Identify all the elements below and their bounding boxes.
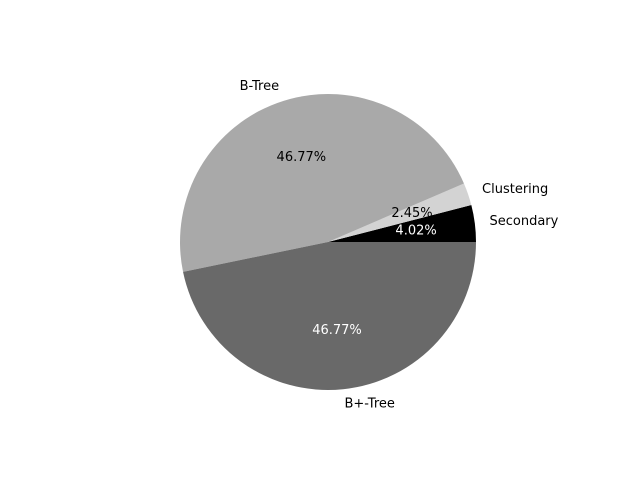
pie-slice-b-tree: [183, 242, 476, 391]
pie-labels: Secondary 4.02% Clustering 2.45% B-Tree 46.77…: [240, 79, 559, 411]
pie-slice-secondary: [328, 205, 476, 242]
pie-value-label-b-tree: 46.77%: [312, 323, 362, 338]
pie-label-b-tree: B-Tree: [240, 79, 280, 94]
pie-value-label-secondary: 4.02%: [395, 223, 436, 238]
pie-label-clustering: Clustering: [482, 182, 548, 197]
pie-slice-b-tree: [179, 93, 464, 272]
pie-slice-clustering: [328, 183, 472, 242]
pie-value-label-b-tree: 46.77%: [277, 150, 327, 165]
pie-label-b-tree: B+-Tree: [345, 396, 395, 411]
pie-value-label-clustering: 2.45%: [391, 206, 432, 221]
pie-label-secondary: Secondary: [490, 214, 559, 229]
pie-slices: [179, 93, 476, 391]
